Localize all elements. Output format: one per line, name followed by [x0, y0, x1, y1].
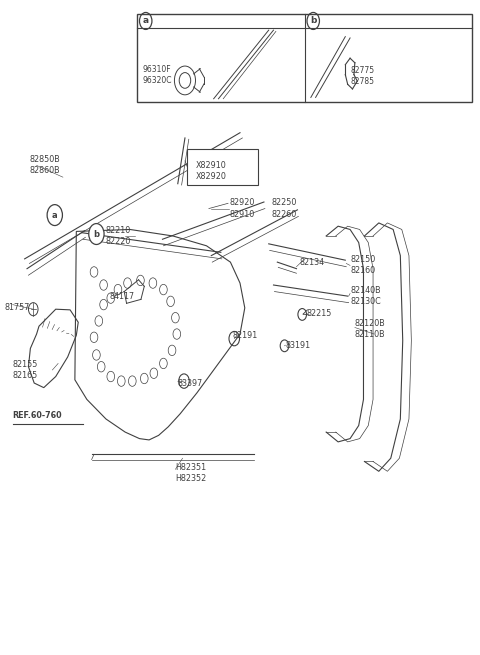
Text: 82250
82260: 82250 82260	[271, 198, 297, 219]
Text: H82351
H82352: H82351 H82352	[175, 462, 206, 483]
Text: 83191: 83191	[286, 341, 311, 350]
Text: 82215: 82215	[306, 309, 331, 318]
Text: 82134: 82134	[300, 257, 325, 267]
Text: 82775
82785: 82775 82785	[350, 66, 374, 86]
Text: a: a	[143, 16, 149, 26]
Text: b: b	[310, 16, 316, 26]
Text: 84117: 84117	[110, 291, 135, 301]
Text: a: a	[52, 210, 58, 219]
Circle shape	[89, 223, 104, 244]
Text: 82155
82165: 82155 82165	[12, 360, 38, 380]
Text: 83397: 83397	[178, 379, 203, 388]
Circle shape	[47, 204, 62, 225]
Text: 82150
82160: 82150 82160	[350, 255, 375, 276]
Text: 81757: 81757	[4, 303, 30, 312]
Text: X82910
X82920: X82910 X82920	[196, 160, 227, 181]
Text: 82210
82220: 82210 82220	[106, 226, 132, 246]
Text: REF.60-760: REF.60-760	[12, 411, 62, 421]
Text: 82140B
82130C: 82140B 82130C	[350, 286, 381, 306]
Text: 82120B
82110B: 82120B 82110B	[355, 319, 385, 339]
Text: 96310F
96320C: 96310F 96320C	[143, 64, 172, 84]
Text: 82191: 82191	[233, 331, 258, 340]
Bar	[137, 14, 472, 102]
Bar	[187, 149, 258, 185]
Text: 82920
82910: 82920 82910	[229, 198, 255, 219]
Text: 82850B
82860B: 82850B 82860B	[29, 155, 60, 176]
Text: b: b	[94, 229, 99, 238]
